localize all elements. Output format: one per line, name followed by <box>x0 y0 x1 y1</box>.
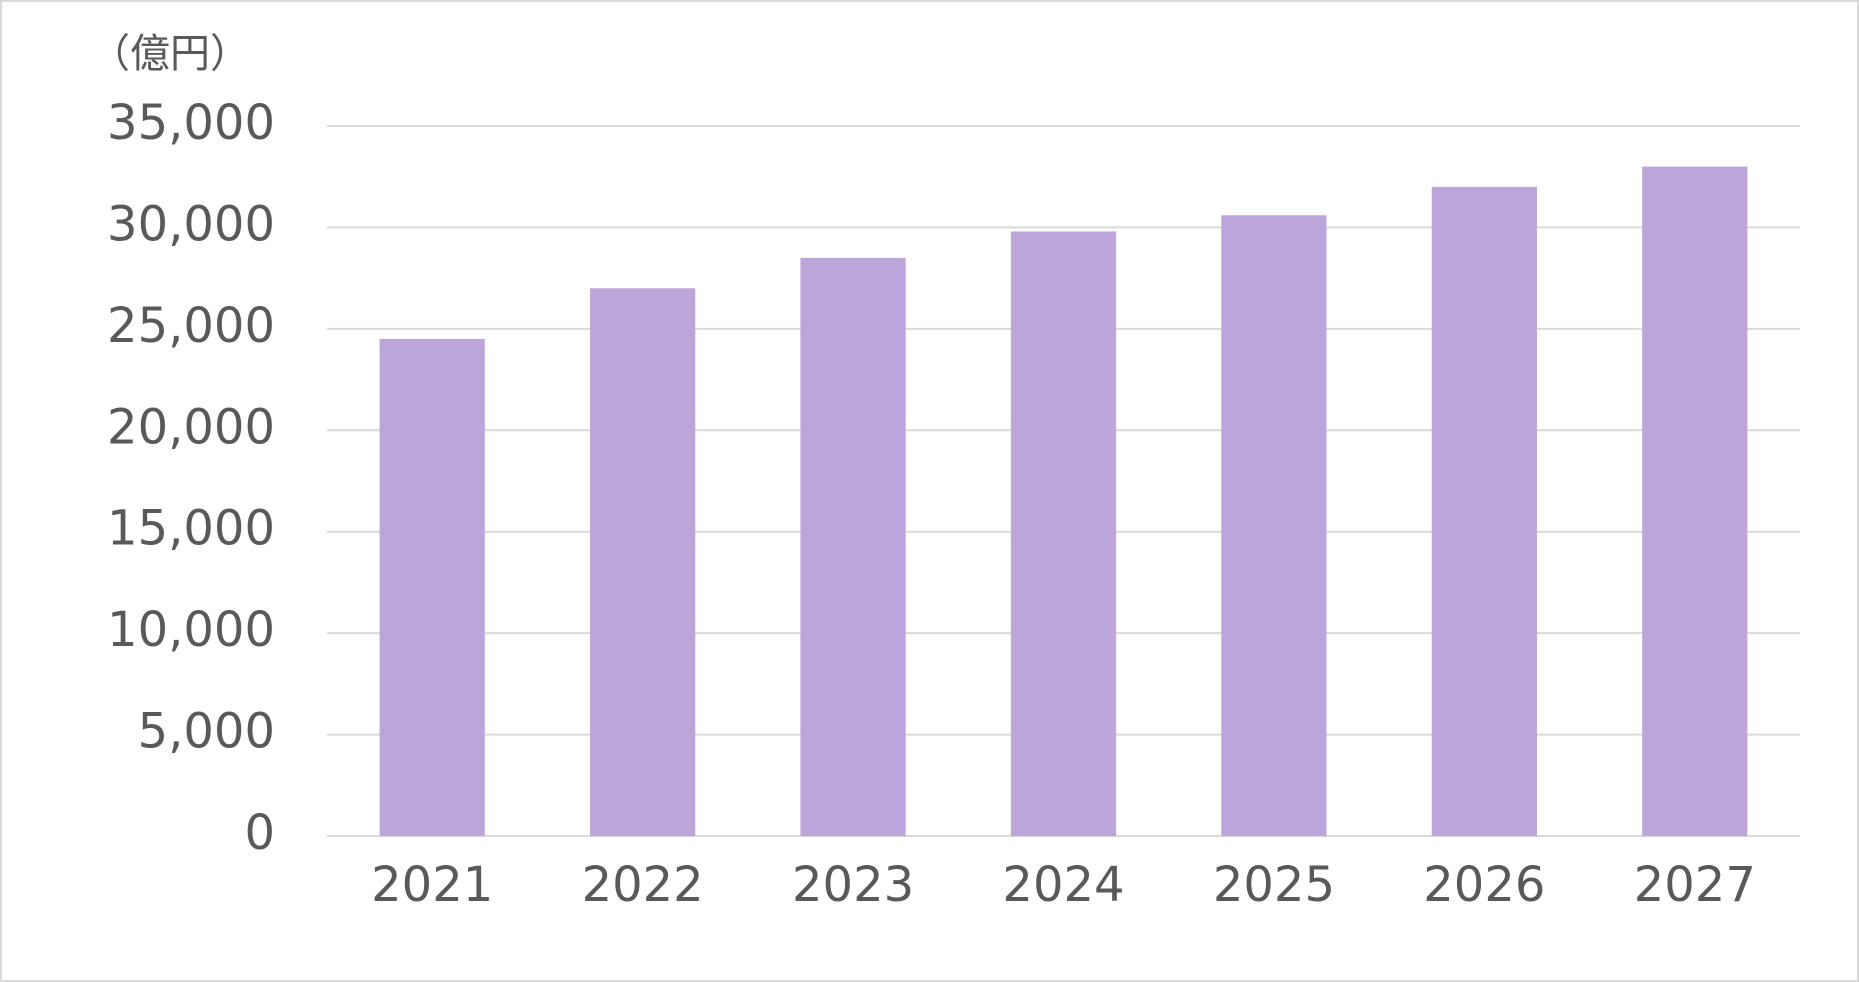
y-axis-unit: （億円） <box>90 31 250 77</box>
bar <box>1010 231 1117 836</box>
y-tick-label: 20,000 <box>107 399 275 455</box>
y-tick-label: 25,000 <box>107 298 275 354</box>
bar <box>800 257 906 836</box>
x-tick-label: 2021 <box>371 857 493 913</box>
y-tick-label: 30,000 <box>107 196 275 252</box>
x-tick-label: 2023 <box>792 857 914 913</box>
y-tick-label: 15,000 <box>107 501 275 557</box>
bar <box>379 339 485 836</box>
bar <box>1642 166 1748 837</box>
y-tick-label: 35,000 <box>107 95 275 151</box>
x-tick-label: 2024 <box>1002 857 1124 913</box>
x-tick-label: 2025 <box>1213 857 1335 913</box>
bar <box>1221 215 1327 836</box>
bar <box>1431 186 1537 836</box>
x-tick-label: 2022 <box>582 857 704 913</box>
x-tick-label: 2027 <box>1634 857 1756 913</box>
x-tick-label: 2026 <box>1423 857 1545 913</box>
y-tick-label: 10,000 <box>107 602 275 658</box>
bar <box>590 288 696 836</box>
y-tick-label: 0 <box>244 805 275 861</box>
y-tick-label: 5,000 <box>138 704 275 760</box>
